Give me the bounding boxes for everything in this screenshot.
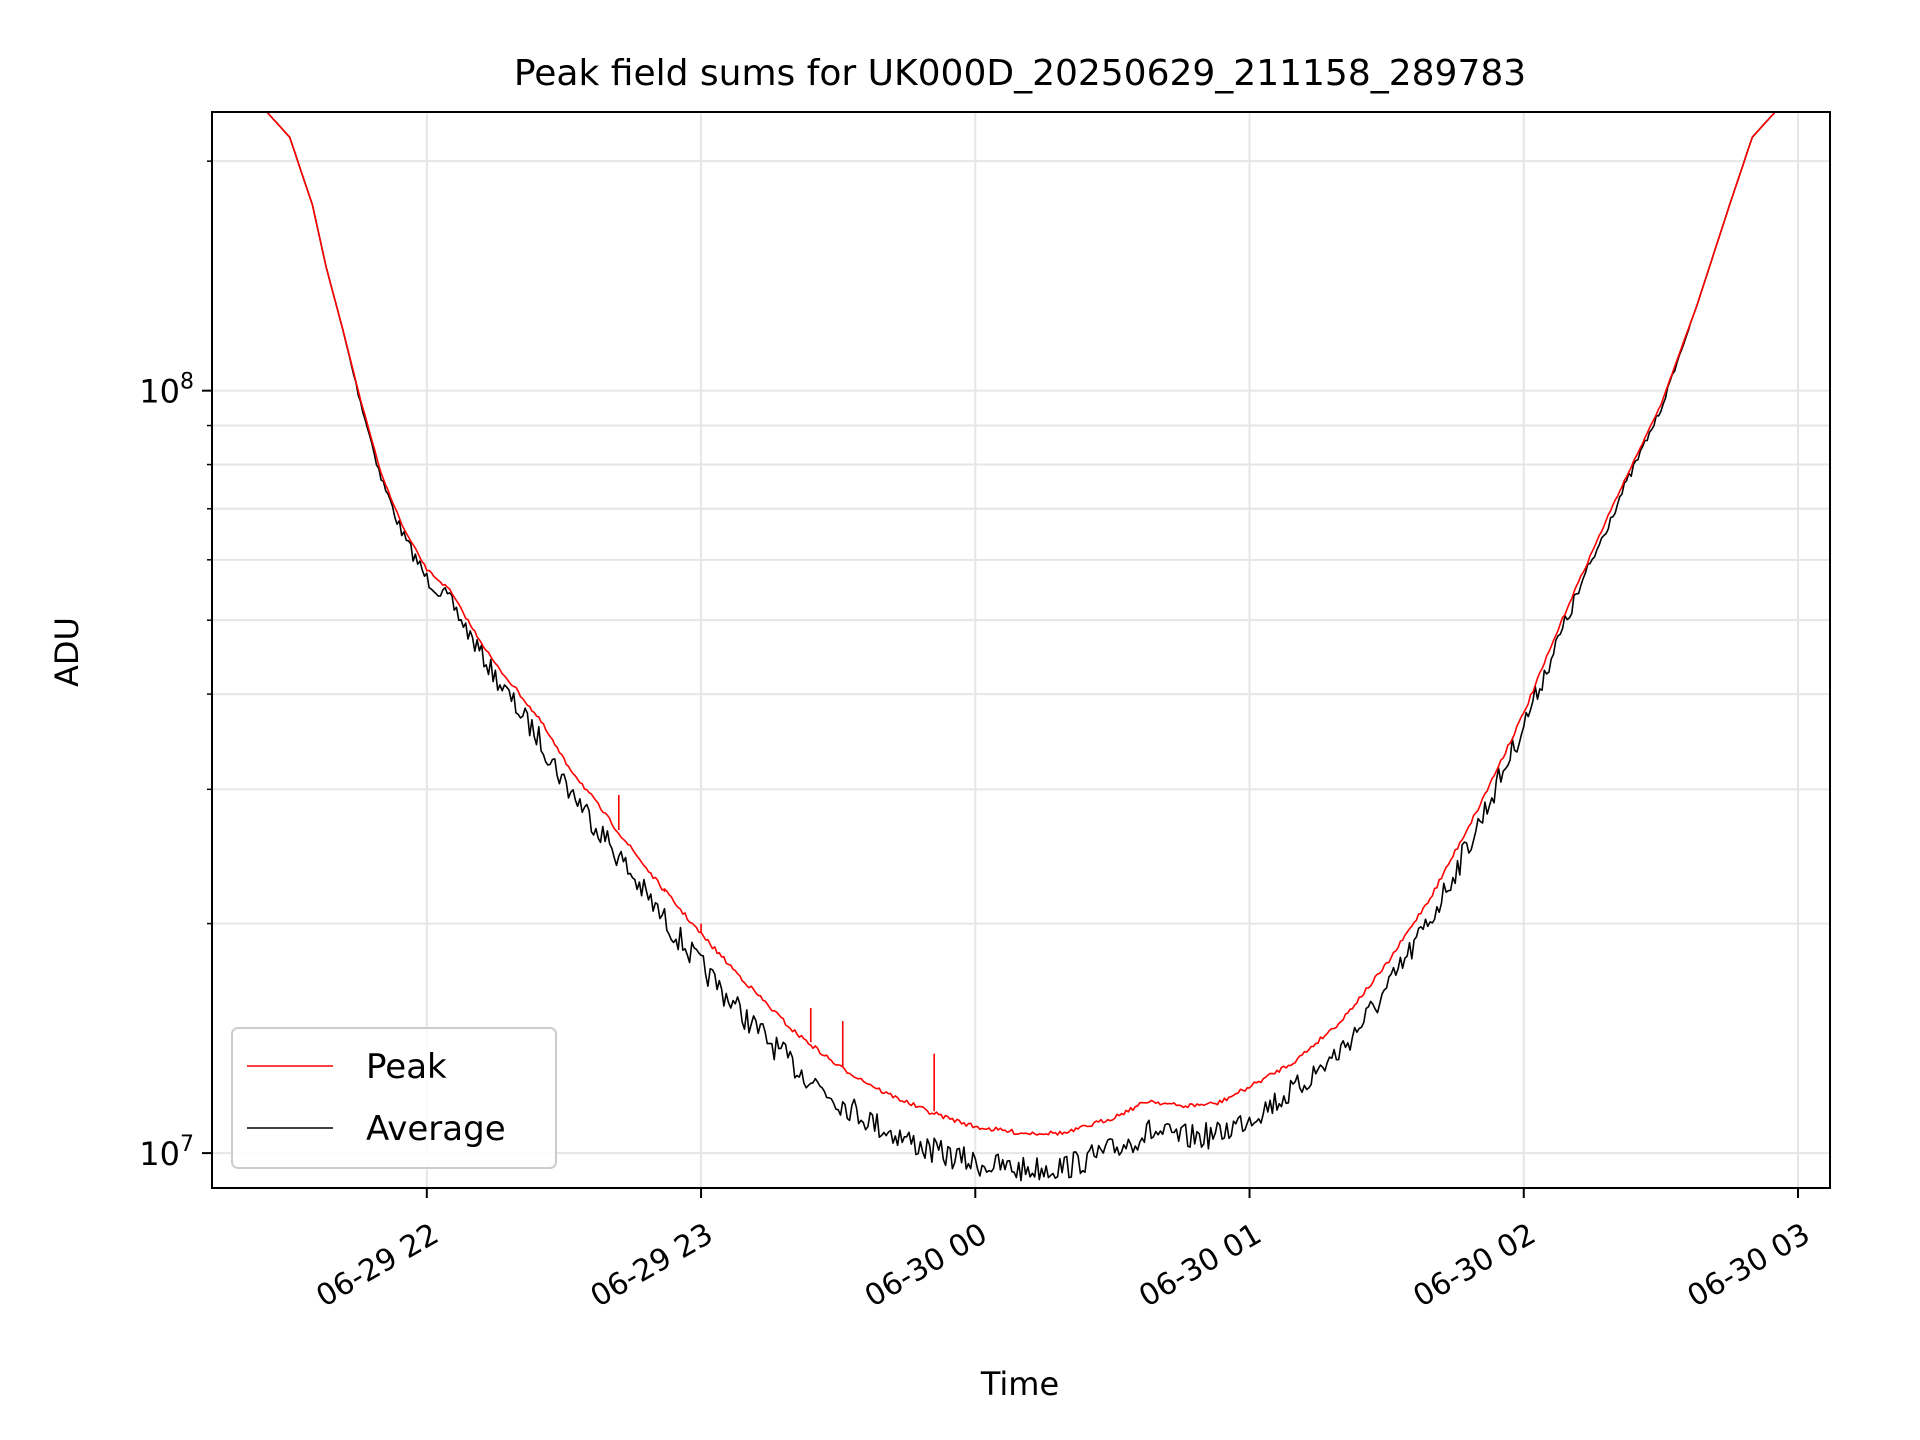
- gridlines: [212, 112, 1830, 1188]
- plot-frame: [211, 111, 1831, 1189]
- legend: Peak Average: [231, 1027, 557, 1169]
- series-peak: [212, 111, 1830, 1136]
- y-tick-label: 107: [139, 1132, 194, 1173]
- series-lines: [212, 111, 1830, 1182]
- legend-label-average: Average: [366, 1109, 506, 1149]
- series-line-peak: [212, 111, 1830, 1136]
- chart-title: Peak field sums for UK000D_20250629_2111…: [514, 53, 1526, 94]
- x-axis-label: Time: [980, 1365, 1059, 1403]
- y-axis-ticks: 107 108: [139, 160, 212, 1173]
- legend-label-peak: Peak: [366, 1047, 447, 1087]
- y-axis-label: ADU: [48, 617, 86, 687]
- legend-box: [231, 1027, 557, 1169]
- y-tick-label: 108: [139, 370, 194, 411]
